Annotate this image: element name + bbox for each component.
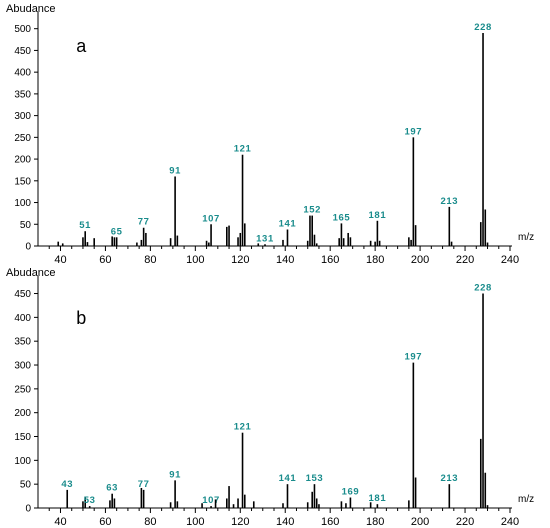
peak-label: 51 (79, 220, 91, 231)
peak-label: 131 (256, 233, 274, 244)
peak-label: 77 (138, 217, 150, 228)
peak-label: 107 (202, 213, 220, 224)
x-tick-label: 60 (99, 516, 111, 528)
y-tick-label: 50 (20, 220, 32, 231)
peak-label: 65 (111, 226, 123, 237)
x-axis-label: m/z (518, 494, 534, 505)
y-axis-label: Abudance (6, 267, 56, 279)
y-tick-label: 250 (14, 384, 31, 395)
x-tick-label: 100 (186, 254, 204, 266)
x-tick-label: 180 (366, 254, 384, 266)
x-tick-label: 160 (321, 254, 339, 266)
x-tick-label: 220 (456, 516, 474, 528)
peak-label: 63 (106, 483, 118, 494)
y-axis-label: Abudance (6, 3, 56, 15)
peak-label: 228 (474, 283, 492, 294)
x-axis-label: m/z (518, 232, 534, 243)
y-tick-label: 300 (14, 111, 31, 122)
x-tick-label: 40 (54, 516, 66, 528)
x-tick-label: 200 (411, 254, 429, 266)
peak-label: 141 (279, 218, 297, 229)
y-tick-label: 400 (14, 313, 31, 324)
peak-label: 121 (234, 144, 252, 155)
peak-label: 141 (279, 473, 297, 484)
y-tick-label: 0 (25, 504, 31, 515)
peak-label: 53 (84, 495, 96, 506)
y-tick-label: 350 (14, 337, 31, 348)
y-tick-label: 450 (14, 289, 31, 300)
peak-label: 43 (61, 479, 73, 490)
peak-label: 181 (369, 210, 387, 221)
peak-label: 213 (440, 196, 458, 207)
peak-label: 91 (169, 165, 181, 176)
panel-label: b (76, 308, 86, 328)
spectrum-panel-a: Abudance 0 50 100 150 200 250 300 350 400 450 500 40… (6, 3, 534, 266)
x-tick-label: 240 (501, 254, 519, 266)
x-tick-label: 180 (366, 516, 384, 528)
x-tick-label: 80 (144, 516, 156, 528)
y-tick-label: 100 (14, 198, 31, 209)
x-tick-label: 60 (99, 254, 111, 266)
y-tick-label: 250 (14, 133, 31, 144)
x-tick-label: 200 (411, 516, 429, 528)
peak-label: 121 (234, 422, 252, 433)
peak-label: 197 (405, 126, 423, 137)
y-tick-label: 0 (25, 242, 31, 253)
y-tick-label: 450 (14, 46, 31, 57)
peak-label: 181 (369, 493, 387, 504)
peak-label: 213 (440, 473, 458, 484)
y-tick-label: 400 (14, 68, 31, 79)
y-tick-label: 500 (14, 24, 31, 35)
peak-label: 153 (306, 473, 324, 484)
peak-label: 152 (303, 205, 321, 216)
x-tick-label: 240 (501, 516, 519, 528)
x-tick-label: 80 (144, 254, 156, 266)
y-tick-label: 150 (14, 432, 31, 443)
y-tick-label: 100 (14, 456, 31, 467)
y-tick-label: 50 (20, 480, 32, 491)
peak-label: 91 (169, 469, 181, 480)
y-tick-label: 150 (14, 176, 31, 187)
peak-label: 169 (342, 487, 360, 498)
x-tick-label: 160 (321, 516, 339, 528)
y-tick-label: 300 (14, 361, 31, 372)
peak-label: 107 (202, 495, 220, 506)
spectrum-panel-b: Abudance 0 50 100 150 200 250 300 350 400 450 40 60 8… (6, 267, 534, 528)
x-tick-label: 140 (276, 516, 294, 528)
y-tick-label: 200 (14, 155, 31, 166)
x-tick-label: 120 (231, 254, 249, 266)
y-tick-label: 200 (14, 408, 31, 419)
x-tick-label: 100 (186, 516, 204, 528)
panel-label: a (76, 36, 87, 56)
x-tick-label: 220 (456, 254, 474, 266)
peak-label: 77 (138, 479, 150, 490)
peak-label: 165 (333, 212, 351, 223)
x-tick-label: 40 (54, 254, 66, 266)
y-tick-label: 350 (14, 89, 31, 100)
peak-label: 197 (405, 352, 423, 363)
peak-label: 228 (474, 22, 492, 33)
x-tick-label: 140 (276, 254, 294, 266)
x-tick-label: 120 (231, 516, 249, 528)
